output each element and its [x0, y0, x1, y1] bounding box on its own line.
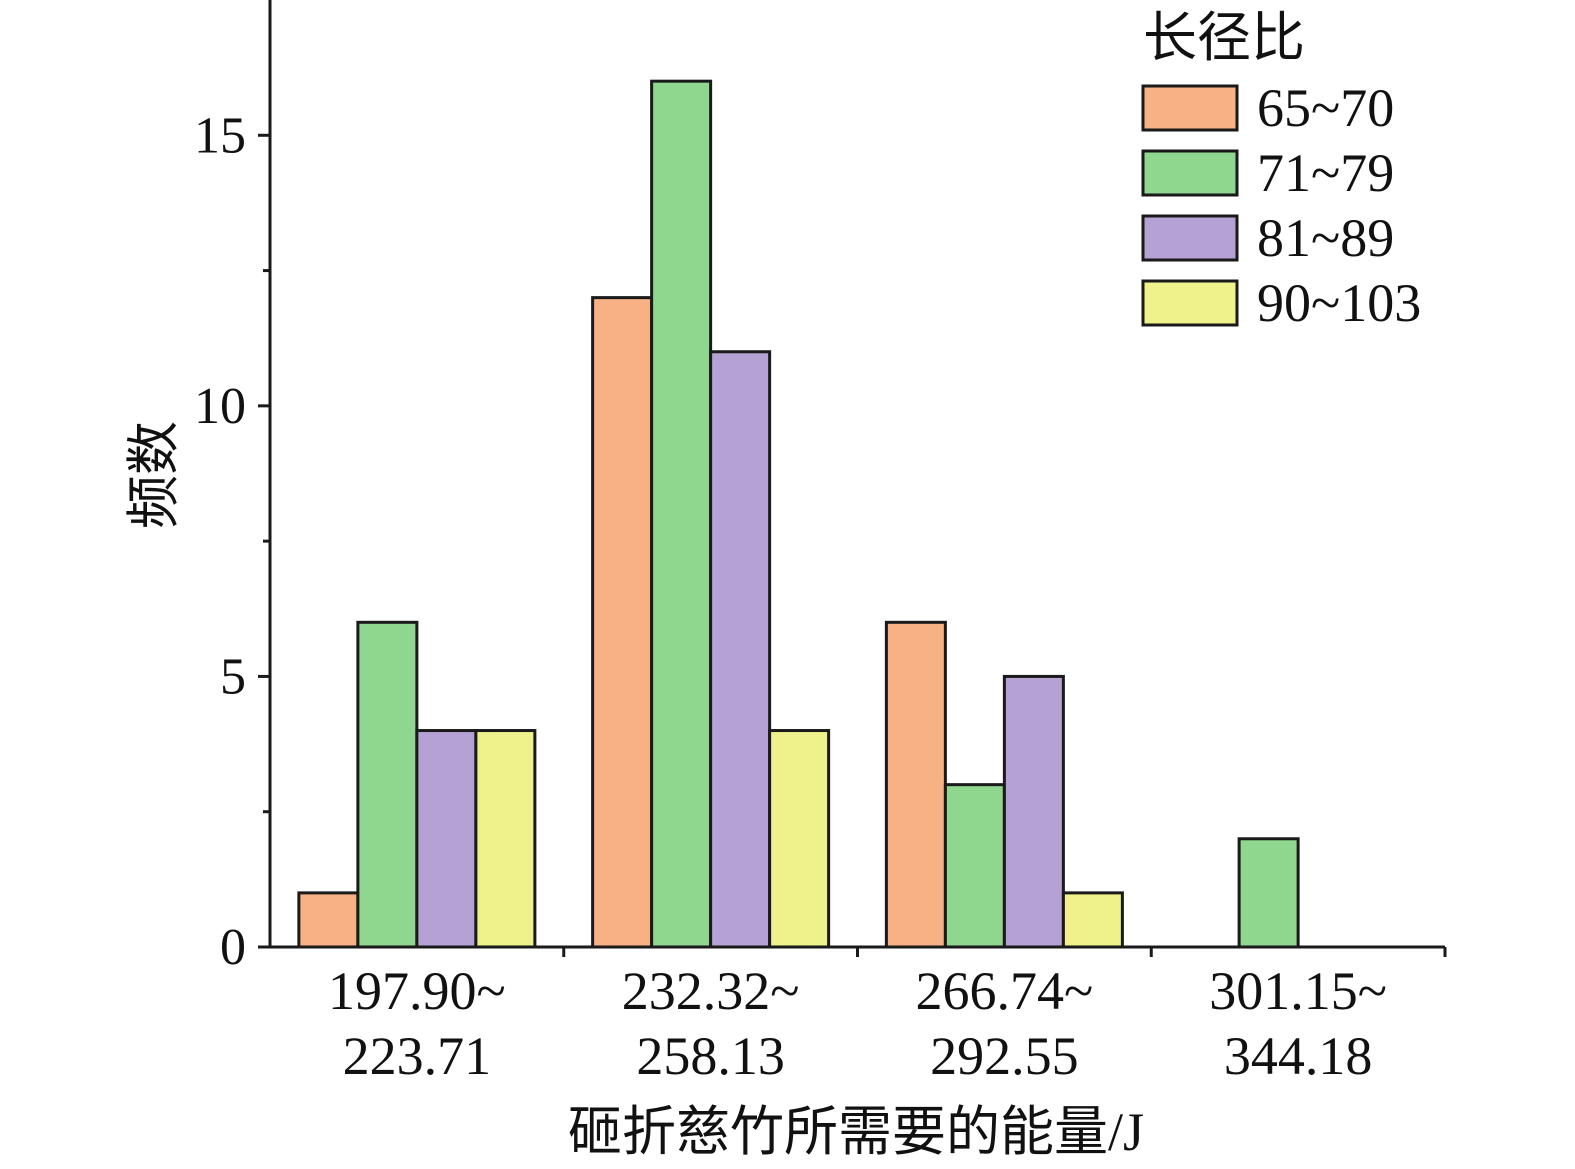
legend-swatch [1141, 84, 1239, 132]
legend-label: 65~70 [1257, 78, 1394, 138]
bar-71-79-category-3 [943, 783, 1006, 949]
bar-71-79-category-2 [650, 79, 713, 949]
bar-90-103-category-2 [768, 729, 831, 949]
legend-entry-90-103: 90~103 [1141, 273, 1421, 333]
y-axis-title: 频数 [124, 421, 184, 529]
legend-swatch [1141, 149, 1239, 197]
y-axis-ticks: 0 5 10 15 [194, 107, 270, 976]
bar-81-89-category-2 [709, 350, 772, 949]
bar-71-79-category-1 [356, 620, 419, 949]
y-tick-label: 10 [194, 378, 246, 435]
legend-label: 90~103 [1257, 273, 1421, 333]
bar-65-70-category-3 [884, 620, 947, 949]
bars-layer [297, 79, 1300, 949]
x-tick-label-line-2: 258.13 [636, 1026, 785, 1086]
bar-90-103-category-1 [474, 729, 537, 949]
legend-entry-71-79: 71~79 [1141, 143, 1394, 203]
x-tick-label-line-1: 232.32~ [622, 961, 800, 1021]
bar-81-89-category-3 [1002, 674, 1065, 949]
x-tick-label-line-1: 197.90~ [328, 961, 506, 1021]
bar-65-70-category-2 [591, 296, 654, 949]
x-tick-label-line-1: 301.15~ [1209, 961, 1387, 1021]
x-axis-title: 砸折慈竹所需要的能量/J [568, 1102, 1144, 1162]
y-tick-label: 0 [220, 919, 246, 976]
legend-entry-81-89: 81~89 [1141, 208, 1394, 268]
x-tick-label: 197.90~ 223.71 [328, 961, 506, 1086]
bar-71-79-category-4 [1237, 837, 1300, 949]
x-tick-label-line-1: 266.74~ [916, 961, 1094, 1021]
x-tick-label: 266.74~ 292.55 [916, 961, 1094, 1086]
legend-title: 长径比 [1143, 8, 1305, 68]
legend-swatch [1141, 214, 1239, 262]
x-tick-label: 301.15~ 344.18 [1209, 961, 1387, 1086]
x-tick-label-line-2: 223.71 [343, 1026, 492, 1086]
legend-label: 71~79 [1257, 143, 1394, 203]
legend-entry-65-70: 65~70 [1141, 78, 1394, 138]
legend-label: 81~89 [1257, 208, 1394, 268]
x-tick-label: 232.32~ 258.13 [622, 961, 800, 1086]
y-tick-label: 5 [220, 648, 246, 705]
bar-65-70-category-1 [297, 891, 360, 949]
x-axis-ticks: 197.90~ 223.71 232.32~ 258.13 266.74~ 292.55 3… [328, 947, 1447, 1086]
x-tick-label-line-2: 344.18 [1224, 1026, 1373, 1086]
bar-81-89-category-1 [415, 729, 478, 949]
legend-swatch [1141, 279, 1239, 327]
y-tick-label: 15 [194, 107, 246, 164]
legend: 长径比 65~70 71~79 81~89 90~103 [1141, 8, 1421, 333]
x-tick-label-line-2: 292.55 [930, 1026, 1079, 1086]
bar-90-103-category-3 [1061, 891, 1124, 949]
